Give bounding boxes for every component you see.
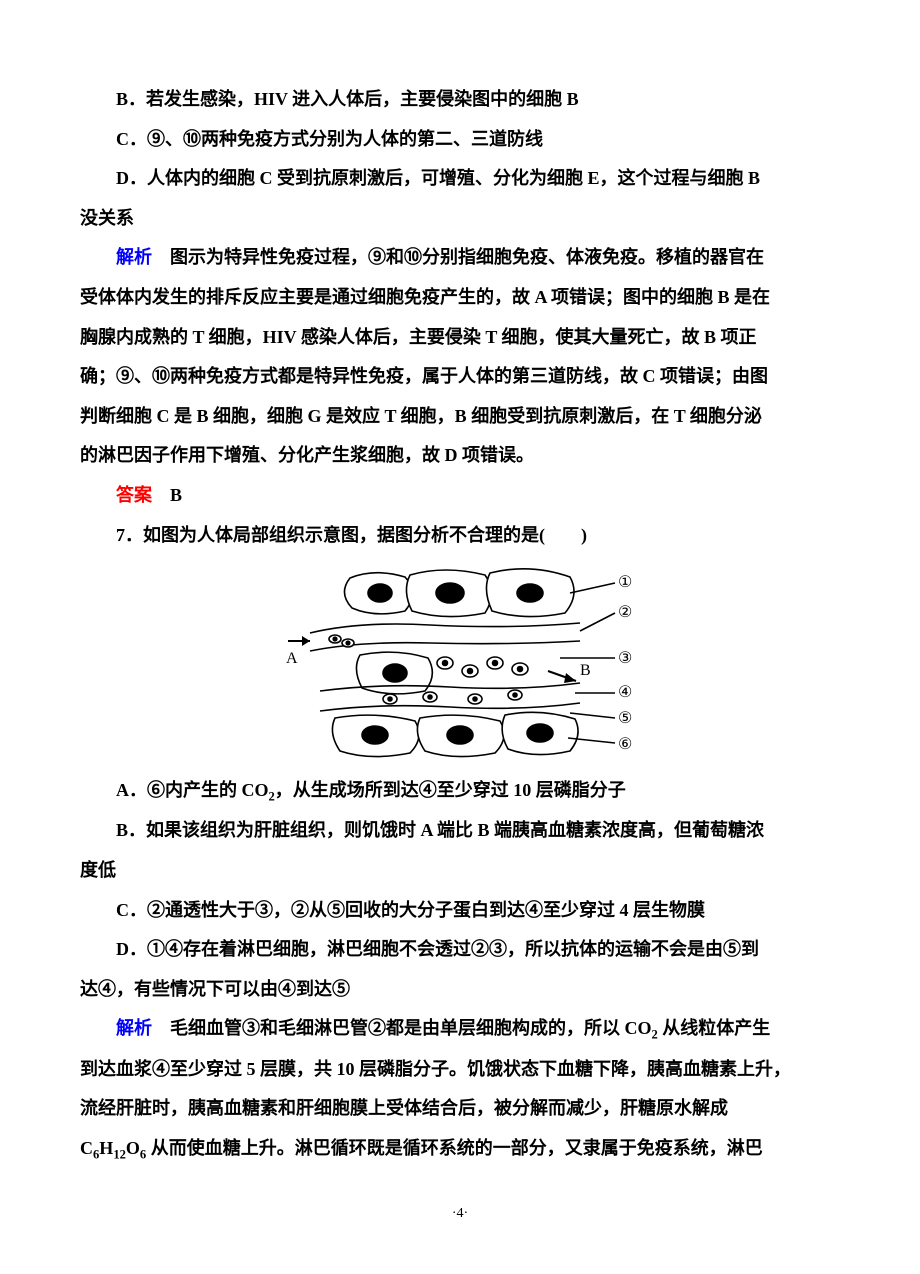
answer-line: 答案 B: [80, 476, 840, 516]
q7-option-b-line2: 度低: [80, 851, 840, 891]
analysis2-line4: C6H12O6 从而使血糖上升。淋巴循环既是循环系统的一部分，又隶属于免疫系统，…: [80, 1129, 840, 1169]
analysis2-pre: 毛细血管③和毛细淋巴管②都是由单层细胞构成的，所以 CO: [152, 1018, 652, 1038]
analysis2-label: 解析: [116, 1018, 152, 1038]
figure-label-1: ①: [618, 574, 632, 591]
q7a-pre: A．⑥内产生的 CO: [116, 780, 269, 800]
analysis2-line4-post: 从而使血糖上升。淋巴循环既是循环系统的一部分，又隶属于免疫系统，淋巴: [146, 1138, 763, 1158]
answer-value: B: [152, 485, 182, 505]
analysis-line4: 确；⑨、⑩两种免疫方式都是特异性免疫，属于人体的第三道防线，故 C 项错误；由图: [80, 357, 840, 397]
option-b: B．若发生感染，HIV 进入人体后，主要侵染图中的细胞 B: [80, 80, 840, 120]
analysis-line5: 判断细胞 C 是 B 细胞，细胞 G 是效应 T 细胞，B 细胞受到抗原刺激后，…: [80, 397, 840, 437]
figure-label-2: ②: [618, 604, 632, 621]
f-12: 12: [113, 1147, 126, 1161]
option-c: C．⑨、⑩两种免疫方式分别为人体的第二、三道防线: [80, 120, 840, 160]
tissue-figure: A B ① ② ③ ④ ⑤ ⑥: [80, 563, 840, 763]
f-c: C: [80, 1138, 93, 1158]
f-o: O: [126, 1138, 140, 1158]
option-d-line1: D．人体内的细胞 C 受到抗原刺激后，可增殖、分化为细胞 E，这个过程与细胞 B: [80, 159, 840, 199]
q7-option-b-line1: B．如果该组织为肝脏组织，则饥饿时 A 端比 B 端胰高血糖素浓度高，但葡萄糖浓: [80, 811, 840, 851]
footer-page: 4: [457, 1206, 464, 1221]
q7-option-a: A．⑥内产生的 CO2，从生成场所到达④至少穿过 10 层磷脂分子: [80, 771, 840, 811]
figure-label-a: A: [286, 650, 298, 667]
footer-dot2: ·: [464, 1206, 469, 1221]
analysis-line3: 胸腺内成熟的 T 细胞，HIV 感染人体后，主要侵染 T 细胞，使其大量死亡，故…: [80, 318, 840, 358]
q7a-post: ，从生成场所到达④至少穿过 10 层磷脂分子: [275, 780, 626, 800]
figure-label-4: ④: [618, 684, 632, 701]
question-7: 7．如图为人体局部组织示意图，据图分析不合理的是( ): [80, 516, 840, 556]
q7-option-d-line2: 达④，有些情况下可以由④到达⑤: [80, 970, 840, 1010]
figure-label-3: ③: [618, 650, 632, 667]
analysis2-post: 从线粒体产生: [658, 1018, 771, 1038]
f-h: H: [99, 1138, 113, 1158]
figure-label-5: ⑤: [618, 710, 632, 727]
analysis2-line1: 解析 毛细血管③和毛细淋巴管②都是由单层细胞构成的，所以 CO2 从线粒体产生: [80, 1009, 840, 1049]
figure-label-b: B: [580, 662, 591, 679]
figure-label-6: ⑥: [618, 736, 632, 753]
answer-label: 答案: [116, 485, 152, 505]
analysis-block-1: 解析 图示为特异性免疫过程，⑨和⑩分别指细胞免疫、体液免疫。移植的器官在: [80, 238, 840, 278]
analysis-line2: 受体体内发生的排斥反应主要是通过细胞免疫产生的，故 A 项错误；图中的细胞 B …: [80, 278, 840, 318]
analysis-label: 解析: [116, 247, 152, 267]
q7-option-c: C．②通透性大于③，②从⑤回收的大分子蛋白到达④至少穿过 4 层生物膜: [80, 891, 840, 931]
analysis-line6: 的淋巴因子作用下增殖、分化产生浆细胞，故 D 项错误。: [80, 436, 840, 476]
analysis-line1: 图示为特异性免疫过程，⑨和⑩分别指细胞免疫、体液免疫。移植的器官在: [152, 247, 764, 267]
page-footer: ·4·: [80, 1199, 840, 1230]
page-container: B．若发生感染，HIV 进入人体后，主要侵染图中的细胞 B C．⑨、⑩两种免疫方…: [0, 0, 920, 1270]
tissue-svg: A B ① ② ③ ④ ⑤ ⑥: [280, 563, 640, 763]
option-d-line2: 没关系: [80, 199, 840, 239]
analysis2-line3: 流经肝脏时，胰高血糖素和肝细胞膜上受体结合后，被分解而减少，肝糖原水解成: [80, 1089, 840, 1129]
q7-option-d-line1: D．①④存在着淋巴细胞，淋巴细胞不会透过②③，所以抗体的运输不会是由⑤到: [80, 930, 840, 970]
analysis2-line2: 到达血浆④至少穿过 5 层膜，共 10 层磷脂分子。饥饿状态下血糖下降，胰高血糖…: [80, 1050, 840, 1090]
